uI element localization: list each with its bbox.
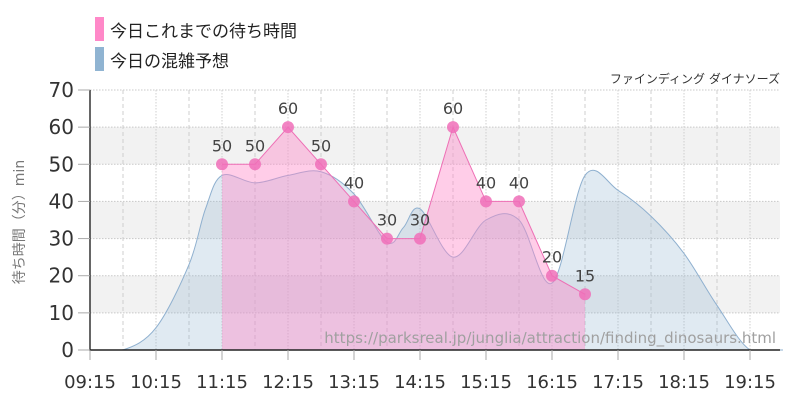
data-labels: 50 50 60 50 40 30 30 60 40 40 20 15 [212,99,595,285]
forecast-swatch [95,47,104,71]
svg-text:15: 15 [575,266,595,285]
legend-label-forecast: 今日の混雑予想 [110,51,229,72]
svg-text:20: 20 [542,248,562,267]
svg-text:40: 40 [49,189,74,213]
svg-text:14:15: 14:15 [394,372,446,393]
svg-text:50: 50 [311,136,331,155]
y-axis-label: 待ち時間（分）min [12,160,28,284]
svg-text:12:15: 12:15 [262,372,314,393]
svg-text:10: 10 [49,301,74,325]
svg-text:09:15: 09:15 [64,372,116,393]
legend-label-actual: 今日これまでの待ち時間 [110,21,297,42]
svg-text:30: 30 [410,211,430,230]
svg-text:16:15: 16:15 [526,372,578,393]
svg-text:60: 60 [49,115,74,139]
svg-text:40: 40 [476,173,496,192]
actual-swatch [95,17,104,41]
grid-bands [90,127,780,313]
legend-item-actual: 今日これまでの待ち時間 [95,14,297,44]
svg-text:20: 20 [49,264,74,288]
svg-text:50: 50 [212,136,232,155]
svg-text:30: 30 [377,211,397,230]
svg-text:60: 60 [443,99,463,118]
attraction-name: ファインディング ダイナソーズ [609,72,780,86]
svg-text:19:15: 19:15 [724,372,776,393]
svg-text:0: 0 [61,338,74,362]
svg-text:70: 70 [49,78,74,102]
svg-text:13:15: 13:15 [328,372,380,393]
svg-text:18:15: 18:15 [658,372,710,393]
svg-text:11:15: 11:15 [196,372,248,393]
svg-text:50: 50 [49,152,74,176]
forecast-area [90,169,783,351]
svg-text:30: 30 [49,227,74,251]
svg-text:60: 60 [278,99,298,118]
svg-text:15:15: 15:15 [460,372,512,393]
svg-text:40: 40 [344,173,364,192]
actual-area [216,121,591,351]
svg-text:17:15: 17:15 [592,372,644,393]
legend-item-forecast: 今日の混雑予想 [95,44,297,74]
svg-text:10:15: 10:15 [130,372,182,393]
svg-text:50: 50 [245,136,265,155]
legend: 今日これまでの待ち時間 今日の混雑予想 [95,14,297,74]
svg-text:40: 40 [509,173,529,192]
axes: 0 10 20 30 40 50 60 70 09:15 10:15 11:15 12:15 13:15… [49,78,780,393]
watermark: https://parksreal.jp/junglia/attraction/… [324,329,776,348]
